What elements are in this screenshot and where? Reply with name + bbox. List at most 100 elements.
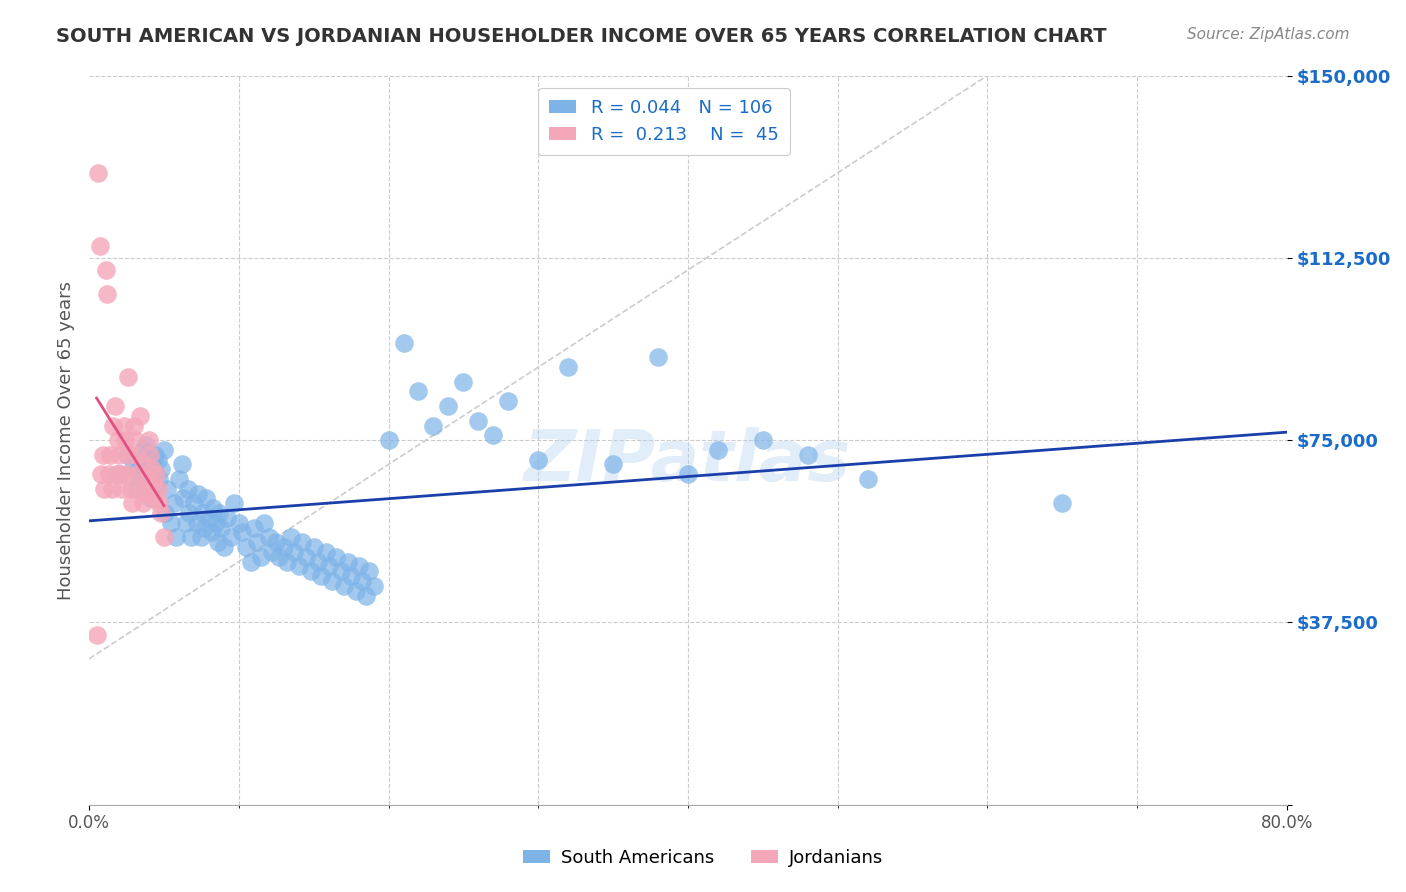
Point bbox=[647, 351, 669, 365]
Point bbox=[208, 506, 231, 520]
Point bbox=[122, 418, 145, 433]
Point bbox=[269, 549, 291, 564]
Point bbox=[142, 476, 165, 491]
Point bbox=[163, 496, 186, 510]
Point bbox=[172, 491, 194, 506]
Point bbox=[287, 559, 309, 574]
Point bbox=[87, 166, 110, 180]
Point bbox=[135, 472, 157, 486]
Point bbox=[148, 496, 170, 510]
Point bbox=[321, 574, 343, 588]
Point bbox=[138, 467, 160, 482]
Point bbox=[134, 458, 156, 472]
Point bbox=[283, 545, 305, 559]
Legend: R = 0.044   N = 106, R =  0.213    N =  45: R = 0.044 N = 106, R = 0.213 N = 45 bbox=[538, 88, 790, 155]
Point bbox=[377, 433, 399, 447]
Point bbox=[138, 433, 160, 447]
Point bbox=[392, 335, 415, 350]
Point bbox=[142, 482, 165, 496]
Point bbox=[148, 472, 170, 486]
Point bbox=[299, 565, 322, 579]
Point bbox=[135, 438, 157, 452]
Point bbox=[129, 472, 152, 486]
Point bbox=[201, 525, 224, 540]
Point bbox=[221, 530, 243, 544]
Point bbox=[115, 467, 138, 482]
Point bbox=[250, 549, 273, 564]
Point bbox=[276, 555, 298, 569]
Point bbox=[90, 467, 112, 482]
Point bbox=[114, 433, 136, 447]
Point bbox=[153, 442, 176, 457]
Point bbox=[145, 467, 167, 482]
Point bbox=[134, 476, 156, 491]
Point bbox=[363, 579, 385, 593]
Point bbox=[198, 511, 221, 525]
Point bbox=[180, 530, 202, 544]
Point bbox=[115, 448, 138, 462]
Point bbox=[176, 516, 198, 530]
Text: SOUTH AMERICAN VS JORDANIAN HOUSEHOLDER INCOME OVER 65 YEARS CORRELATION CHART: SOUTH AMERICAN VS JORDANIAN HOUSEHOLDER … bbox=[56, 27, 1107, 45]
Point bbox=[235, 540, 257, 554]
Point bbox=[96, 287, 118, 301]
Point bbox=[527, 452, 550, 467]
Point bbox=[202, 501, 225, 516]
Point bbox=[94, 263, 117, 277]
Point bbox=[136, 486, 159, 500]
Point bbox=[112, 418, 135, 433]
Y-axis label: Householder Income Over 65 years: Householder Income Over 65 years bbox=[58, 281, 75, 599]
Point bbox=[557, 360, 579, 375]
Point bbox=[141, 458, 163, 472]
Point bbox=[160, 516, 183, 530]
Point bbox=[146, 452, 169, 467]
Point bbox=[165, 530, 187, 544]
Point bbox=[122, 458, 145, 472]
Point bbox=[467, 414, 489, 428]
Point bbox=[242, 520, 264, 534]
Point bbox=[143, 448, 166, 462]
Point bbox=[207, 535, 229, 549]
Point bbox=[315, 545, 337, 559]
Point bbox=[91, 448, 114, 462]
Text: Source: ZipAtlas.com: Source: ZipAtlas.com bbox=[1187, 27, 1350, 42]
Point bbox=[260, 545, 283, 559]
Text: ZIPatlas: ZIPatlas bbox=[524, 427, 852, 497]
Point bbox=[127, 462, 149, 476]
Point bbox=[125, 448, 148, 462]
Point bbox=[209, 520, 232, 534]
Point bbox=[167, 472, 190, 486]
Point bbox=[280, 530, 302, 544]
Point bbox=[120, 482, 142, 496]
Point bbox=[127, 467, 149, 482]
Point bbox=[139, 448, 162, 462]
Point bbox=[676, 467, 699, 482]
Point bbox=[422, 418, 444, 433]
Point bbox=[357, 565, 380, 579]
Point bbox=[190, 530, 212, 544]
Point bbox=[139, 491, 162, 506]
Point bbox=[228, 516, 250, 530]
Point bbox=[408, 384, 430, 399]
Point bbox=[89, 238, 111, 252]
Point bbox=[752, 433, 775, 447]
Point bbox=[498, 394, 520, 409]
Point bbox=[212, 540, 235, 554]
Point bbox=[149, 506, 172, 520]
Point bbox=[309, 569, 332, 583]
Point bbox=[149, 462, 172, 476]
Point bbox=[453, 375, 475, 389]
Point bbox=[170, 458, 193, 472]
Point bbox=[1052, 496, 1074, 510]
Point bbox=[155, 506, 177, 520]
Point bbox=[105, 467, 128, 482]
Point bbox=[93, 482, 115, 496]
Point bbox=[273, 540, 295, 554]
Point bbox=[107, 433, 129, 447]
Point bbox=[191, 506, 214, 520]
Point bbox=[132, 496, 155, 510]
Point bbox=[108, 448, 131, 462]
Point bbox=[108, 467, 131, 482]
Point bbox=[124, 433, 146, 447]
Point bbox=[118, 448, 141, 462]
Point bbox=[347, 559, 370, 574]
